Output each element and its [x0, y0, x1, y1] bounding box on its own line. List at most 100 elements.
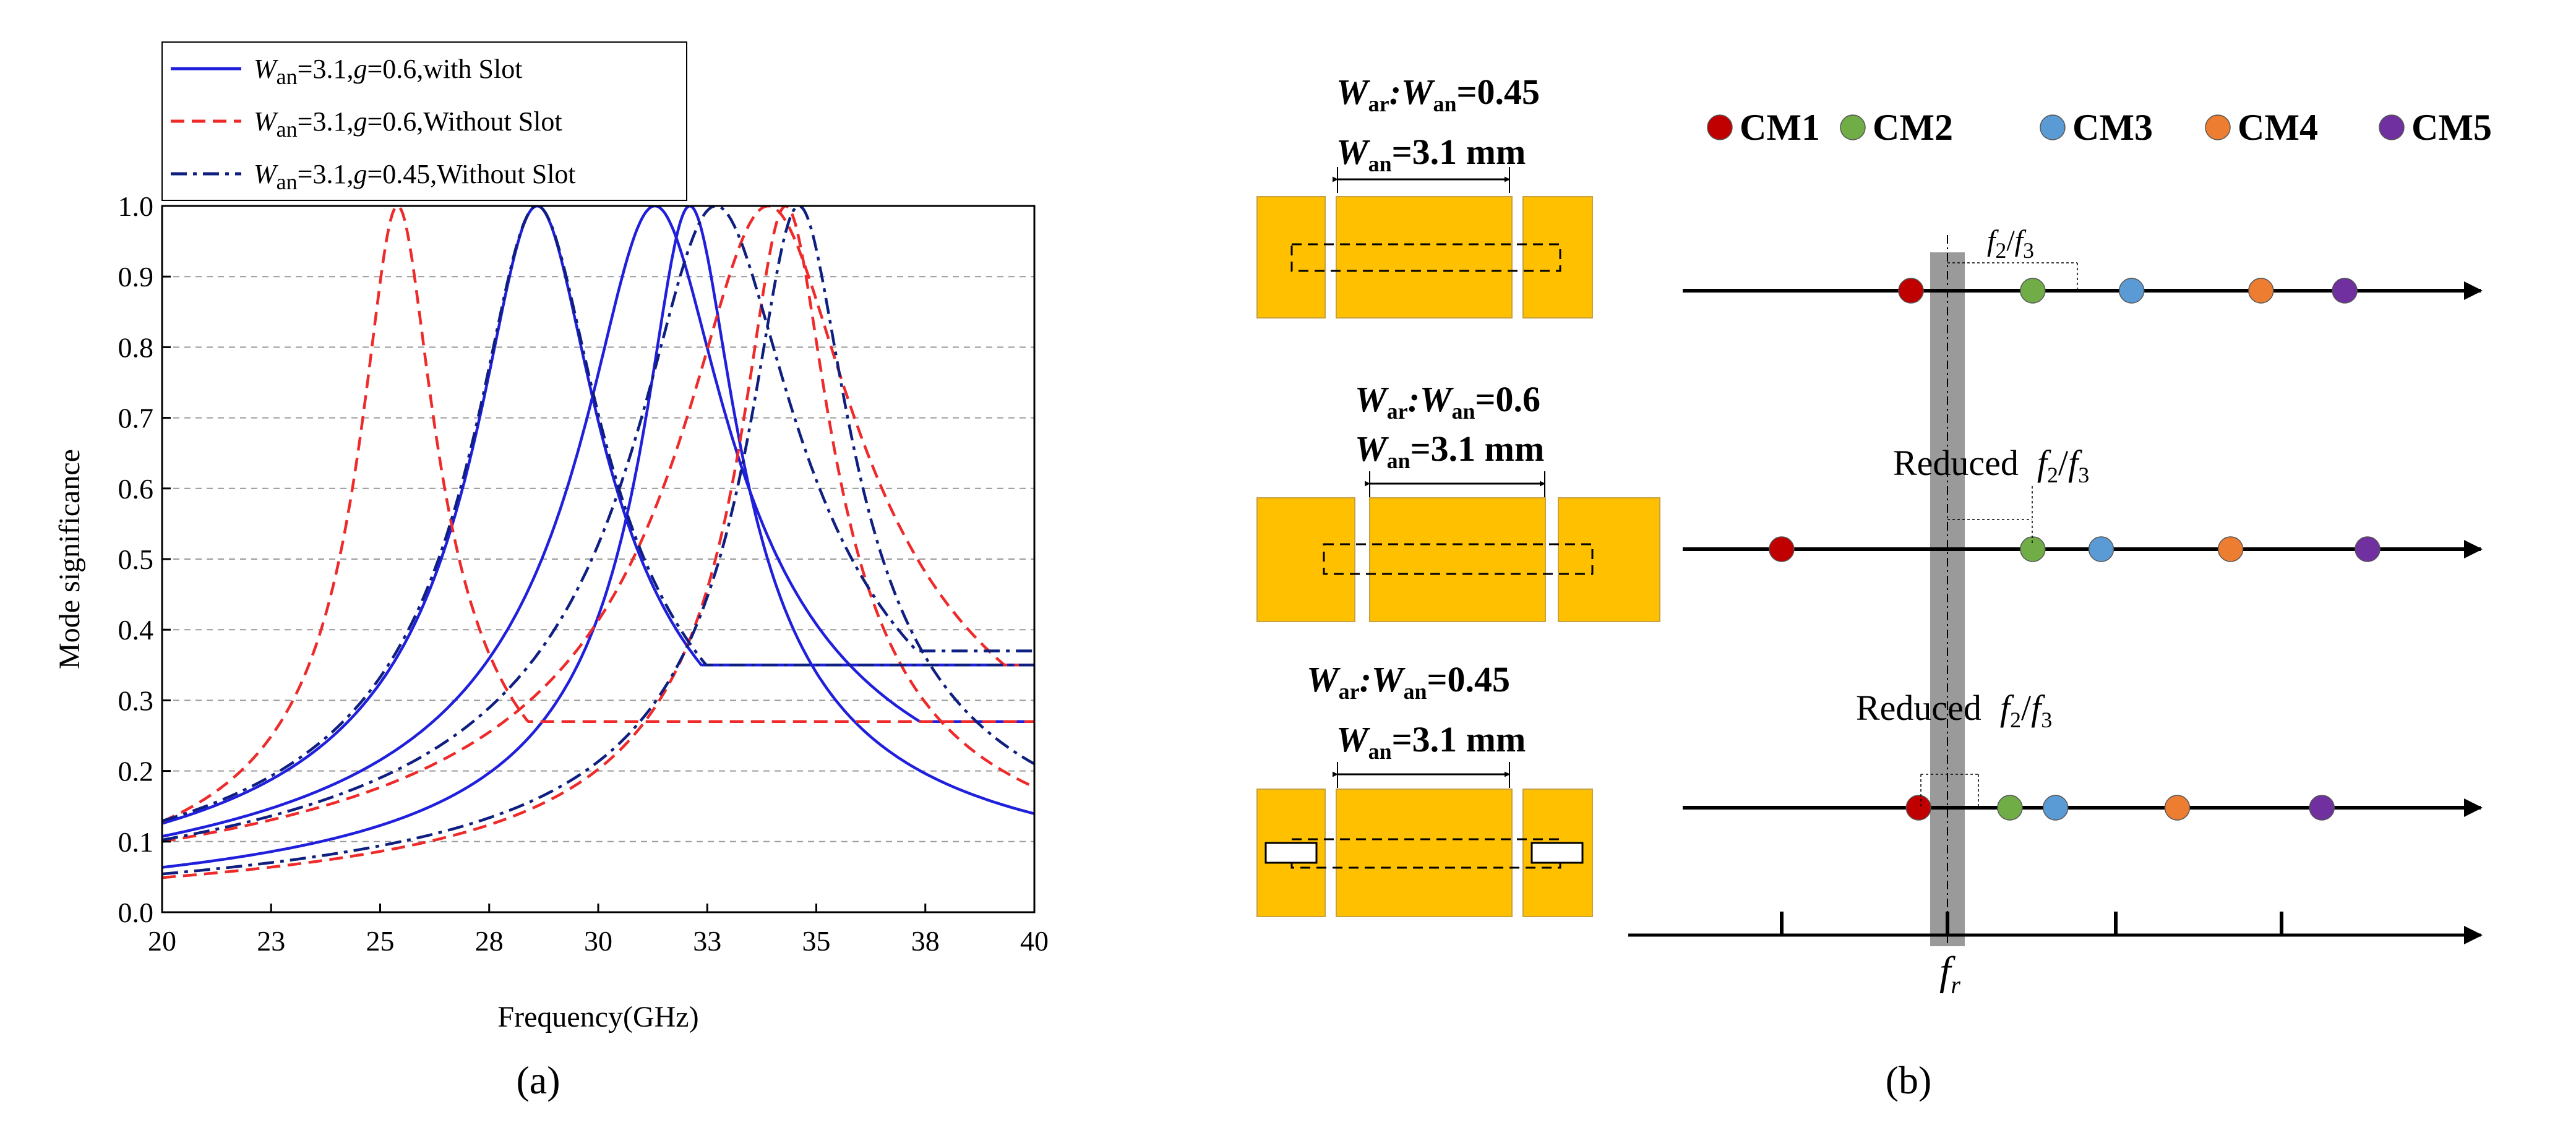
y-tick-label: 0.3 — [118, 685, 154, 716]
mode-point — [1898, 278, 1924, 304]
y-tick-label: 0.1 — [118, 826, 154, 858]
lbl: :W — [1389, 72, 1435, 112]
mode-label: CM1 — [1740, 107, 1820, 148]
lbl: W — [1336, 719, 1370, 759]
legend-entry: Wan=3.1,g=0.6,with Slot — [171, 54, 522, 89]
legend-tail: =0.6,Without Slot — [367, 106, 562, 137]
structure-row-1: War:Wan=0.45 Wan=3.1 mm — [1256, 72, 1593, 319]
mode-label: CM2 — [1873, 107, 1953, 148]
y-tick-label: 0.7 — [118, 403, 154, 434]
mode-point — [2248, 278, 2274, 304]
slot-right — [1531, 842, 1584, 864]
mode-point — [1769, 536, 1795, 562]
mode-dot — [2040, 114, 2066, 140]
lbl-val: =0.45 — [1427, 659, 1510, 699]
lbl-val: =3.1 mm — [1392, 719, 1526, 759]
mode-label: CM4 — [2238, 107, 2318, 148]
mode-point — [2118, 278, 2145, 304]
series-curve — [162, 206, 1034, 879]
series-curve — [162, 206, 1034, 869]
svg-text:Wan=3.1 mm: Wan=3.1 mm — [1336, 132, 1526, 176]
lbl-sub: an — [1387, 448, 1410, 473]
lbl-sub: ar — [1387, 399, 1408, 424]
lbl: W — [1307, 659, 1341, 699]
legend-sym: W — [254, 159, 278, 189]
patch-right — [1522, 196, 1593, 319]
mode-dot — [2379, 114, 2405, 140]
reduced-note: Reduced f2/f3 — [1893, 443, 2089, 487]
x-tick-label: 23 — [257, 925, 285, 957]
x-tick-label: 33 — [693, 925, 721, 957]
mode-point — [1997, 795, 2023, 821]
mode-point — [2355, 536, 2381, 562]
legend-sub: an — [277, 169, 298, 194]
legend-sub: an — [277, 64, 298, 89]
legend-g: g — [353, 54, 367, 84]
mode-label: CM3 — [2072, 107, 2153, 148]
frequency-axes — [1683, 278, 2483, 821]
structure-row-2: War:Wan=0.6 Wan=3.1 mm — [1256, 379, 1660, 622]
patch-left — [1256, 497, 1355, 622]
x-axis-label: Frequency(GHz) — [497, 1001, 698, 1033]
series-curve — [162, 206, 1034, 838]
svg-text:War:Wan=0.45: War:Wan=0.45 — [1336, 72, 1540, 116]
series-curves — [162, 206, 1034, 879]
mode-point — [2332, 278, 2358, 304]
x-tick-label: 40 — [1020, 925, 1049, 957]
f-sub: r — [1951, 971, 1960, 999]
lbl-sub: ar — [1339, 679, 1360, 704]
x-tick-label: 30 — [584, 925, 612, 957]
mode-point — [2042, 795, 2069, 821]
lbl-sub: an — [1403, 679, 1427, 704]
legend-box — [161, 41, 687, 201]
legend-sub: an — [277, 117, 298, 142]
y-tick-label: 0.0 — [118, 897, 154, 928]
y-tick-label: 0.2 — [118, 756, 154, 787]
f-sub: 2 — [2010, 708, 2021, 732]
lbl: W — [1355, 429, 1389, 469]
axis-ticks: 0.0 0.1 0.2 0.3 0.4 0.5 0.6 0.7 0.8 0.9 1.0 20 23 25 2… — [118, 190, 1049, 957]
y-tick-label: 0.4 — [118, 614, 154, 646]
patch-center — [1369, 497, 1546, 622]
lbl-val: =0.6 — [1475, 379, 1540, 419]
legend-entry: Wan=3.1,g=0.6,Without Slot — [171, 106, 562, 142]
y-axis-label: Mode significance — [53, 449, 86, 669]
slot-left — [1264, 842, 1318, 864]
lbl: W — [1355, 379, 1389, 419]
lbl-sub: an — [1451, 399, 1475, 424]
svg-text:War:Wan=0.45: War:Wan=0.45 — [1307, 659, 1510, 704]
mode-point — [1905, 795, 1932, 821]
mode-point — [2164, 795, 2191, 821]
mode-dot — [2205, 114, 2231, 140]
mode-dot — [1707, 114, 1733, 140]
lbl: W — [1336, 132, 1370, 172]
series-curve — [162, 206, 1034, 876]
slash: / — [2021, 688, 2032, 728]
x-tick-label: 28 — [475, 925, 504, 957]
patch-right — [1558, 497, 1660, 622]
mode-point — [2020, 278, 2046, 304]
legend-sym: W — [254, 54, 278, 84]
mode-label: CM5 — [2411, 107, 2492, 148]
annotation-row-1: f2/f3 — [1947, 224, 2078, 291]
x-tick-label: 20 — [148, 925, 176, 957]
y-tick-label: 1.0 — [118, 190, 154, 222]
lbl-val: =0.45 — [1456, 72, 1540, 112]
lbl-sub: an — [1368, 152, 1392, 176]
mode-legend: CM1 CM2 CM3 CM4 CM5 — [1707, 107, 2492, 148]
lbl: W — [1336, 72, 1370, 112]
mode-point — [2309, 795, 2335, 821]
lbl-val: =3.1 mm — [1392, 132, 1526, 172]
patch-center — [1336, 196, 1513, 319]
f-ratio: f2/f3 — [1987, 224, 2034, 263]
structure-row-3: War:Wan=0.45 Wan =3.1 mm — [1256, 659, 1593, 917]
y-tick-label: 0.9 — [118, 261, 154, 293]
f-sub: 3 — [2041, 708, 2052, 732]
lbl: :W — [1408, 379, 1454, 419]
series-curve — [162, 206, 1034, 823]
series-curve — [162, 206, 1034, 842]
legend-tail: =0.45,Without Slot — [367, 159, 575, 189]
y-tick-label: 0.6 — [118, 473, 154, 505]
y-tick-label: 0.8 — [118, 331, 154, 363]
annotation-row-3: Reduced f2/f3 — [1856, 688, 2052, 807]
